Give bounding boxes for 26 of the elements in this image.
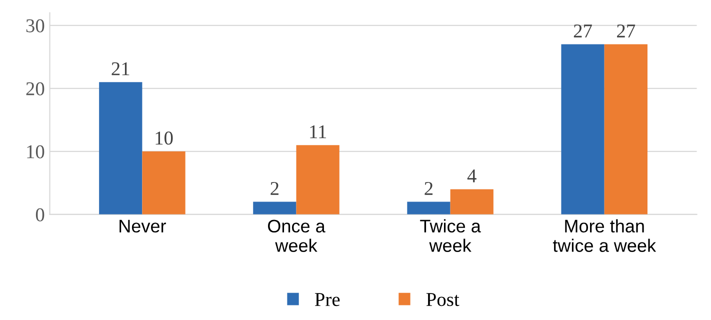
x-tick-label: Never [120, 220, 166, 233]
legend-label: Pre [314, 293, 340, 306]
bar [253, 202, 296, 214]
bar [450, 189, 494, 214]
bar [407, 202, 450, 214]
data-label: 11 [310, 125, 326, 138]
x-tick-label: Twice a week [420, 219, 481, 252]
data-label: 27 [574, 24, 592, 38]
data-label: 27 [617, 24, 636, 38]
y-tick-label: 20 [26, 82, 44, 96]
bar [296, 145, 340, 214]
x-tick-label: Once a week [268, 220, 326, 252]
bar [142, 151, 186, 214]
x-tick-label: More than twice a week [552, 219, 656, 252]
data-label: 2 [424, 182, 433, 195]
bar [99, 82, 142, 214]
y-tick-label: 10 [27, 145, 44, 158]
legend-label: Post [426, 293, 460, 306]
data-label: 4 [467, 169, 476, 182]
data-label: 10 [156, 132, 173, 145]
y-tick-label: 30 [26, 19, 44, 32]
data-label: 2 [270, 182, 278, 195]
y-tick-label: 0 [36, 208, 44, 222]
bar [604, 44, 648, 214]
bar [561, 44, 604, 214]
data-label: 21 [112, 62, 130, 76]
